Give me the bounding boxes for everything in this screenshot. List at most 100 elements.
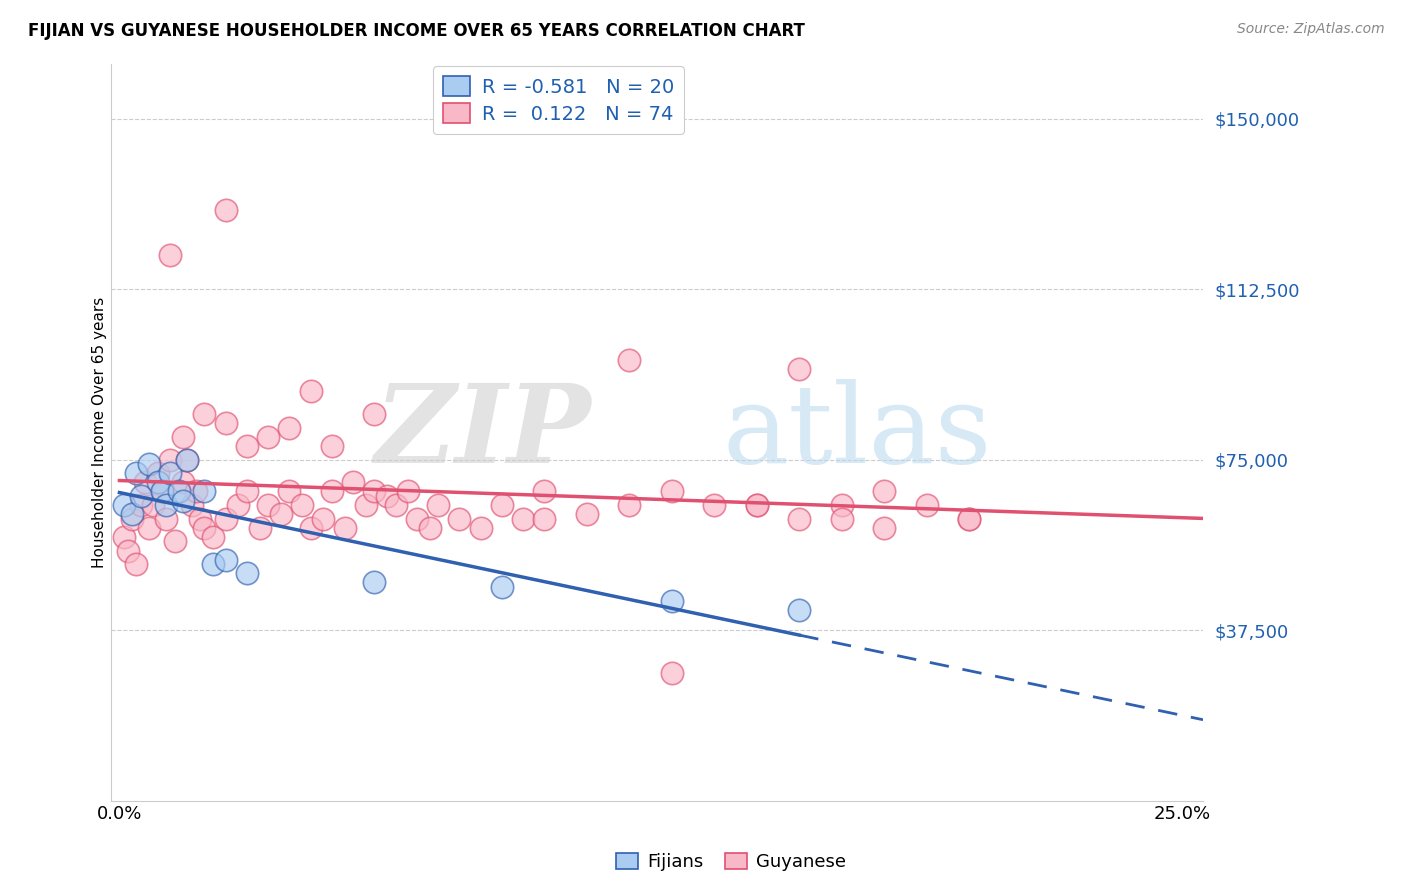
Point xyxy=(789,361,811,376)
Point xyxy=(384,498,406,512)
Point xyxy=(363,575,385,590)
Point xyxy=(449,512,471,526)
Text: ZIP: ZIP xyxy=(375,378,592,486)
Point xyxy=(150,484,173,499)
Point xyxy=(129,489,152,503)
Point xyxy=(159,467,181,481)
Point xyxy=(299,521,322,535)
Point xyxy=(163,534,186,549)
Point xyxy=(363,484,385,499)
Point xyxy=(249,521,271,535)
Point xyxy=(661,484,683,499)
Legend: R = -0.581   N = 20, R =  0.122   N = 74: R = -0.581 N = 20, R = 0.122 N = 74 xyxy=(433,66,683,134)
Point xyxy=(172,493,194,508)
Point xyxy=(112,498,135,512)
Point xyxy=(789,602,811,616)
Point xyxy=(138,457,160,471)
Point xyxy=(321,439,343,453)
Point xyxy=(215,512,238,526)
Point xyxy=(491,498,513,512)
Point xyxy=(291,498,314,512)
Point xyxy=(167,484,190,499)
Point xyxy=(188,512,211,526)
Point xyxy=(363,407,385,421)
Text: atlas: atlas xyxy=(723,379,993,486)
Point xyxy=(745,498,768,512)
Point xyxy=(396,484,419,499)
Point xyxy=(215,552,238,566)
Point xyxy=(138,521,160,535)
Point xyxy=(155,498,177,512)
Text: Source: ZipAtlas.com: Source: ZipAtlas.com xyxy=(1237,22,1385,37)
Point xyxy=(172,475,194,490)
Point xyxy=(427,498,450,512)
Point xyxy=(619,352,641,367)
Point xyxy=(176,452,198,467)
Point xyxy=(125,467,148,481)
Text: FIJIAN VS GUYANESE HOUSEHOLDER INCOME OVER 65 YEARS CORRELATION CHART: FIJIAN VS GUYANESE HOUSEHOLDER INCOME OV… xyxy=(28,22,806,40)
Point xyxy=(257,498,280,512)
Point xyxy=(215,202,238,217)
Point xyxy=(375,489,398,503)
Point xyxy=(201,530,224,544)
Point xyxy=(146,475,169,490)
Point xyxy=(121,512,143,526)
Point xyxy=(512,512,534,526)
Point xyxy=(236,566,259,581)
Point xyxy=(228,498,250,512)
Point xyxy=(159,248,181,262)
Point xyxy=(354,498,377,512)
Point xyxy=(176,452,198,467)
Point xyxy=(406,512,429,526)
Point xyxy=(236,439,259,453)
Point xyxy=(193,484,215,499)
Point xyxy=(129,498,152,512)
Y-axis label: Householder Income Over 65 years: Householder Income Over 65 years xyxy=(93,297,107,568)
Point xyxy=(661,593,683,607)
Point xyxy=(155,512,177,526)
Point xyxy=(125,558,148,572)
Point xyxy=(831,498,853,512)
Point xyxy=(419,521,441,535)
Point xyxy=(117,543,139,558)
Point xyxy=(134,475,156,490)
Point xyxy=(661,666,683,681)
Point xyxy=(619,498,641,512)
Point xyxy=(215,416,238,430)
Point xyxy=(342,475,364,490)
Point xyxy=(278,421,301,435)
Point xyxy=(184,484,207,499)
Point xyxy=(873,484,896,499)
Point xyxy=(270,507,292,521)
Point xyxy=(789,512,811,526)
Point xyxy=(533,512,555,526)
Point xyxy=(745,498,768,512)
Point xyxy=(491,580,513,594)
Point xyxy=(201,558,224,572)
Point xyxy=(873,521,896,535)
Point xyxy=(278,484,301,499)
Point xyxy=(703,498,725,512)
Point xyxy=(831,512,853,526)
Point xyxy=(112,530,135,544)
Point xyxy=(957,512,980,526)
Point xyxy=(533,484,555,499)
Point xyxy=(575,507,598,521)
Point xyxy=(333,521,356,535)
Point xyxy=(236,484,259,499)
Point xyxy=(299,384,322,399)
Point xyxy=(146,467,169,481)
Point xyxy=(150,484,173,499)
Point xyxy=(193,407,215,421)
Point xyxy=(957,512,980,526)
Point xyxy=(321,484,343,499)
Point xyxy=(312,512,335,526)
Point xyxy=(915,498,938,512)
Point xyxy=(172,430,194,444)
Point xyxy=(159,452,181,467)
Point xyxy=(180,498,202,512)
Point xyxy=(121,507,143,521)
Point xyxy=(257,430,280,444)
Point xyxy=(193,521,215,535)
Point xyxy=(470,521,492,535)
